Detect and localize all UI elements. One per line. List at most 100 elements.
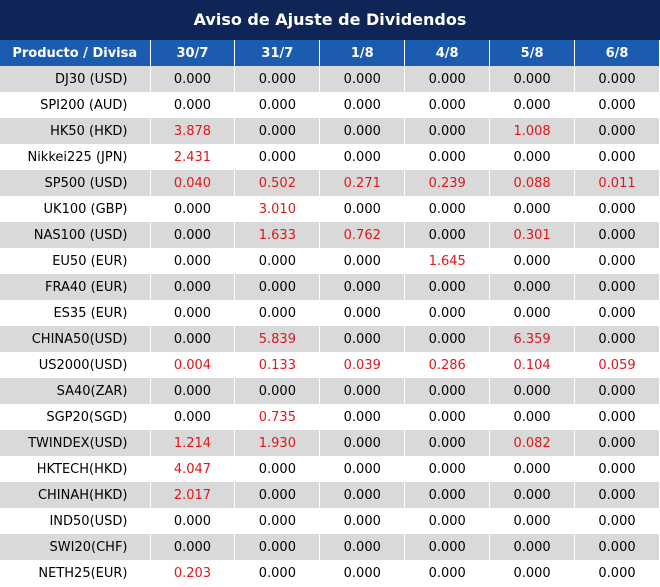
row: HK50 (HKD) 3.878 0.000 0.000 0.000 1.008 0.000	[0, 118, 660, 144]
value-cell: 0.000	[234, 66, 321, 92]
header-cell: 31/7	[234, 40, 321, 66]
value-cell: 0.000	[150, 326, 236, 352]
value-cell: 1.214	[150, 430, 236, 456]
value-cell: 0.000	[404, 326, 491, 352]
header-row: Producto / Divisa 30/7 31/7 1/8 4/8 5/8 6/8	[0, 40, 660, 66]
row: HKTECH(HKD) 4.047 0.000 0.000 0.000 0.000 0.00…	[0, 456, 660, 482]
value-cell: 0.000	[404, 144, 491, 170]
dividend-table: Producto / Divisa 30/7 31/7 1/8 4/8 5/8 6/8 DJ3…	[0, 40, 660, 586]
product-cell: EU50 (EUR)	[0, 248, 151, 274]
value-cell: 0.000	[234, 144, 321, 170]
product-cell: CHINAH(HKD)	[0, 482, 151, 508]
header-cell: 4/8	[404, 40, 491, 66]
value-cell: 0.000	[404, 534, 491, 560]
product-cell: SGP20(SGD)	[0, 404, 151, 430]
value-cell: 0.000	[150, 300, 236, 326]
product-cell: SP500 (USD)	[0, 170, 151, 196]
value-cell: 0.039	[319, 352, 406, 378]
value-cell: 1.645	[404, 248, 491, 274]
value-cell: 0.000	[319, 430, 406, 456]
value-cell: 0.301	[489, 222, 576, 248]
header-cell: Producto / Divisa	[0, 40, 151, 66]
value-cell: 0.000	[574, 66, 660, 92]
value-cell: 0.000	[319, 66, 406, 92]
product-cell: NETH25(EUR)	[0, 560, 151, 586]
value-cell: 0.000	[319, 196, 406, 222]
value-cell: 0.000	[574, 196, 660, 222]
value-cell: 0.000	[404, 456, 491, 482]
value-cell: 0.000	[574, 118, 660, 144]
value-cell: 0.000	[319, 92, 406, 118]
row: NETH25(EUR) 0.203 0.000 0.000 0.000 0.000 0.00…	[0, 560, 660, 586]
value-cell: 0.000	[319, 508, 406, 534]
value-cell: 0.000	[404, 300, 491, 326]
value-cell: 0.000	[150, 404, 236, 430]
row: IND50(USD) 0.000 0.000 0.000 0.000 0.000 0.000	[0, 508, 660, 534]
value-cell: 1.633	[234, 222, 321, 248]
value-cell: 0.000	[404, 560, 491, 586]
product-cell: Nikkei225 (JPN)	[0, 144, 151, 170]
value-cell: 0.040	[150, 170, 236, 196]
value-cell: 0.000	[319, 274, 406, 300]
row: FRA40 (EUR) 0.000 0.000 0.000 0.000 0.000 0.00…	[0, 274, 660, 300]
value-cell: 0.000	[489, 508, 576, 534]
value-cell: 0.762	[319, 222, 406, 248]
product-cell: CHINA50(USD)	[0, 326, 151, 352]
value-cell: 0.000	[404, 66, 491, 92]
row: UK100 (GBP) 0.000 3.010 0.000 0.000 0.000 0.00…	[0, 196, 660, 222]
value-cell: 0.000	[489, 482, 576, 508]
value-cell: 5.839	[234, 326, 321, 352]
value-cell: 0.502	[234, 170, 321, 196]
value-cell: 0.000	[234, 300, 321, 326]
value-cell: 0.000	[319, 118, 406, 144]
value-cell: 0.000	[574, 430, 660, 456]
product-cell: HK50 (HKD)	[0, 118, 151, 144]
value-cell: 0.000	[404, 196, 491, 222]
row: EU50 (EUR) 0.000 0.000 0.000 1.645 0.000 0.000	[0, 248, 660, 274]
product-cell: FRA40 (EUR)	[0, 274, 151, 300]
value-cell: 0.000	[574, 404, 660, 430]
product-cell: NAS100 (USD)	[0, 222, 151, 248]
value-cell: 0.000	[574, 534, 660, 560]
value-cell: 0.000	[404, 508, 491, 534]
value-cell: 0.000	[234, 118, 321, 144]
value-cell: 0.000	[574, 326, 660, 352]
value-cell: 0.286	[404, 352, 491, 378]
value-cell: 0.000	[319, 560, 406, 586]
value-cell: 0.000	[489, 248, 576, 274]
row: NAS100 (USD) 0.000 1.633 0.762 0.000 0.301 0.0…	[0, 222, 660, 248]
value-cell: 0.000	[489, 300, 576, 326]
value-cell: 0.271	[319, 170, 406, 196]
value-cell: 0.000	[150, 92, 236, 118]
header-cell: 5/8	[489, 40, 576, 66]
value-cell: 0.000	[574, 456, 660, 482]
product-cell: UK100 (GBP)	[0, 196, 151, 222]
value-cell: 0.000	[489, 534, 576, 560]
value-cell: 0.011	[574, 170, 660, 196]
row: SP500 (USD) 0.040 0.502 0.271 0.239 0.088 0.01…	[0, 170, 660, 196]
value-cell: 3.010	[234, 196, 321, 222]
value-cell: 0.000	[404, 118, 491, 144]
value-cell: 0.000	[404, 404, 491, 430]
value-cell: 0.239	[404, 170, 491, 196]
value-cell: 0.000	[234, 534, 321, 560]
product-cell: IND50(USD)	[0, 508, 151, 534]
product-cell: HKTECH(HKD)	[0, 456, 151, 482]
value-cell: 6.359	[489, 326, 576, 352]
value-cell: 0.000	[234, 92, 321, 118]
value-cell: 0.000	[489, 92, 576, 118]
row: SA40(ZAR) 0.000 0.000 0.000 0.000 0.000 0.000	[0, 378, 660, 404]
value-cell: 0.000	[489, 66, 576, 92]
product-cell: SA40(ZAR)	[0, 378, 151, 404]
product-cell: TWINDEX(USD)	[0, 430, 151, 456]
value-cell: 0.000	[489, 274, 576, 300]
value-cell: 0.000	[319, 300, 406, 326]
value-cell: 0.000	[150, 378, 236, 404]
row: CHINA50(USD) 0.000 5.839 0.000 0.000 6.359 0.0…	[0, 326, 660, 352]
value-cell: 0.000	[319, 404, 406, 430]
value-cell: 0.000	[574, 92, 660, 118]
product-cell: US2000(USD)	[0, 352, 151, 378]
value-cell: 0.088	[489, 170, 576, 196]
value-cell: 0.000	[234, 378, 321, 404]
value-cell: 0.000	[319, 248, 406, 274]
